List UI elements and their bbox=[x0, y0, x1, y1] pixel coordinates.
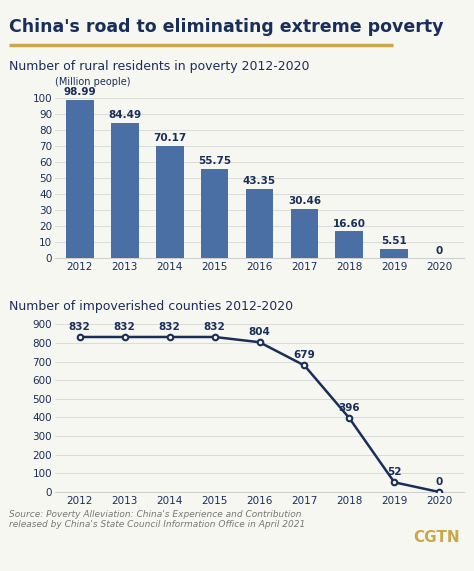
Text: 5.51: 5.51 bbox=[382, 236, 407, 246]
Text: 832: 832 bbox=[159, 322, 181, 332]
Text: Source: Poverty Alleviation: China's Experience and Contribution
released by Chi: Source: Poverty Alleviation: China's Exp… bbox=[9, 510, 306, 529]
Text: Number of rural residents in poverty 2012-2020: Number of rural residents in poverty 201… bbox=[9, 60, 310, 73]
Text: 832: 832 bbox=[204, 322, 226, 332]
Text: 832: 832 bbox=[69, 322, 91, 332]
Text: 396: 396 bbox=[338, 403, 360, 413]
Bar bbox=[155, 146, 183, 258]
Text: China's road to eliminating extreme poverty: China's road to eliminating extreme pove… bbox=[9, 18, 444, 36]
Text: 679: 679 bbox=[293, 350, 315, 360]
Text: 16.60: 16.60 bbox=[333, 219, 366, 228]
Text: 0: 0 bbox=[436, 246, 443, 256]
Bar bbox=[291, 209, 319, 258]
Text: CGTN: CGTN bbox=[413, 530, 460, 545]
Bar bbox=[111, 123, 138, 258]
Bar bbox=[381, 249, 408, 258]
Text: 0: 0 bbox=[436, 477, 443, 487]
Text: 52: 52 bbox=[387, 467, 401, 477]
Bar bbox=[246, 188, 273, 258]
Text: (Million people): (Million people) bbox=[55, 77, 130, 87]
Text: 832: 832 bbox=[114, 322, 136, 332]
Bar bbox=[66, 99, 94, 258]
Bar bbox=[336, 231, 364, 258]
Bar bbox=[201, 169, 228, 258]
Text: 55.75: 55.75 bbox=[198, 156, 231, 166]
Text: 30.46: 30.46 bbox=[288, 196, 321, 206]
Text: 804: 804 bbox=[248, 327, 271, 337]
Text: 84.49: 84.49 bbox=[108, 110, 141, 120]
Text: 98.99: 98.99 bbox=[64, 87, 96, 96]
Text: 70.17: 70.17 bbox=[153, 133, 186, 143]
Text: 43.35: 43.35 bbox=[243, 176, 276, 186]
Text: Number of impoverished counties 2012-2020: Number of impoverished counties 2012-202… bbox=[9, 300, 293, 313]
